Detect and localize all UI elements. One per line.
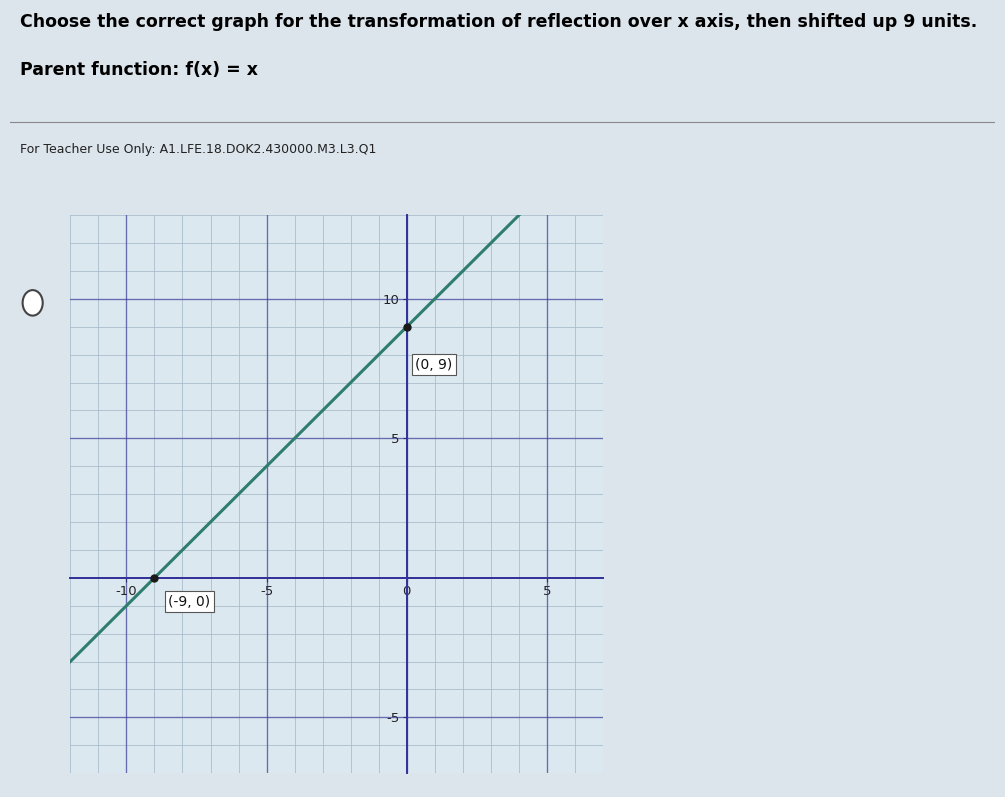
Text: (0, 9): (0, 9)	[415, 358, 452, 371]
Text: For Teacher Use Only: A1.LFE.18.DOK2.430000.M3.L3.Q1: For Teacher Use Only: A1.LFE.18.DOK2.430…	[20, 143, 377, 156]
Text: Choose the correct graph for the transformation of reflection over x axis, then : Choose the correct graph for the transfo…	[20, 13, 977, 31]
Circle shape	[22, 290, 42, 316]
Text: Parent function: f(x) = x: Parent function: f(x) = x	[20, 61, 258, 79]
Text: (-9, 0): (-9, 0)	[169, 595, 211, 609]
